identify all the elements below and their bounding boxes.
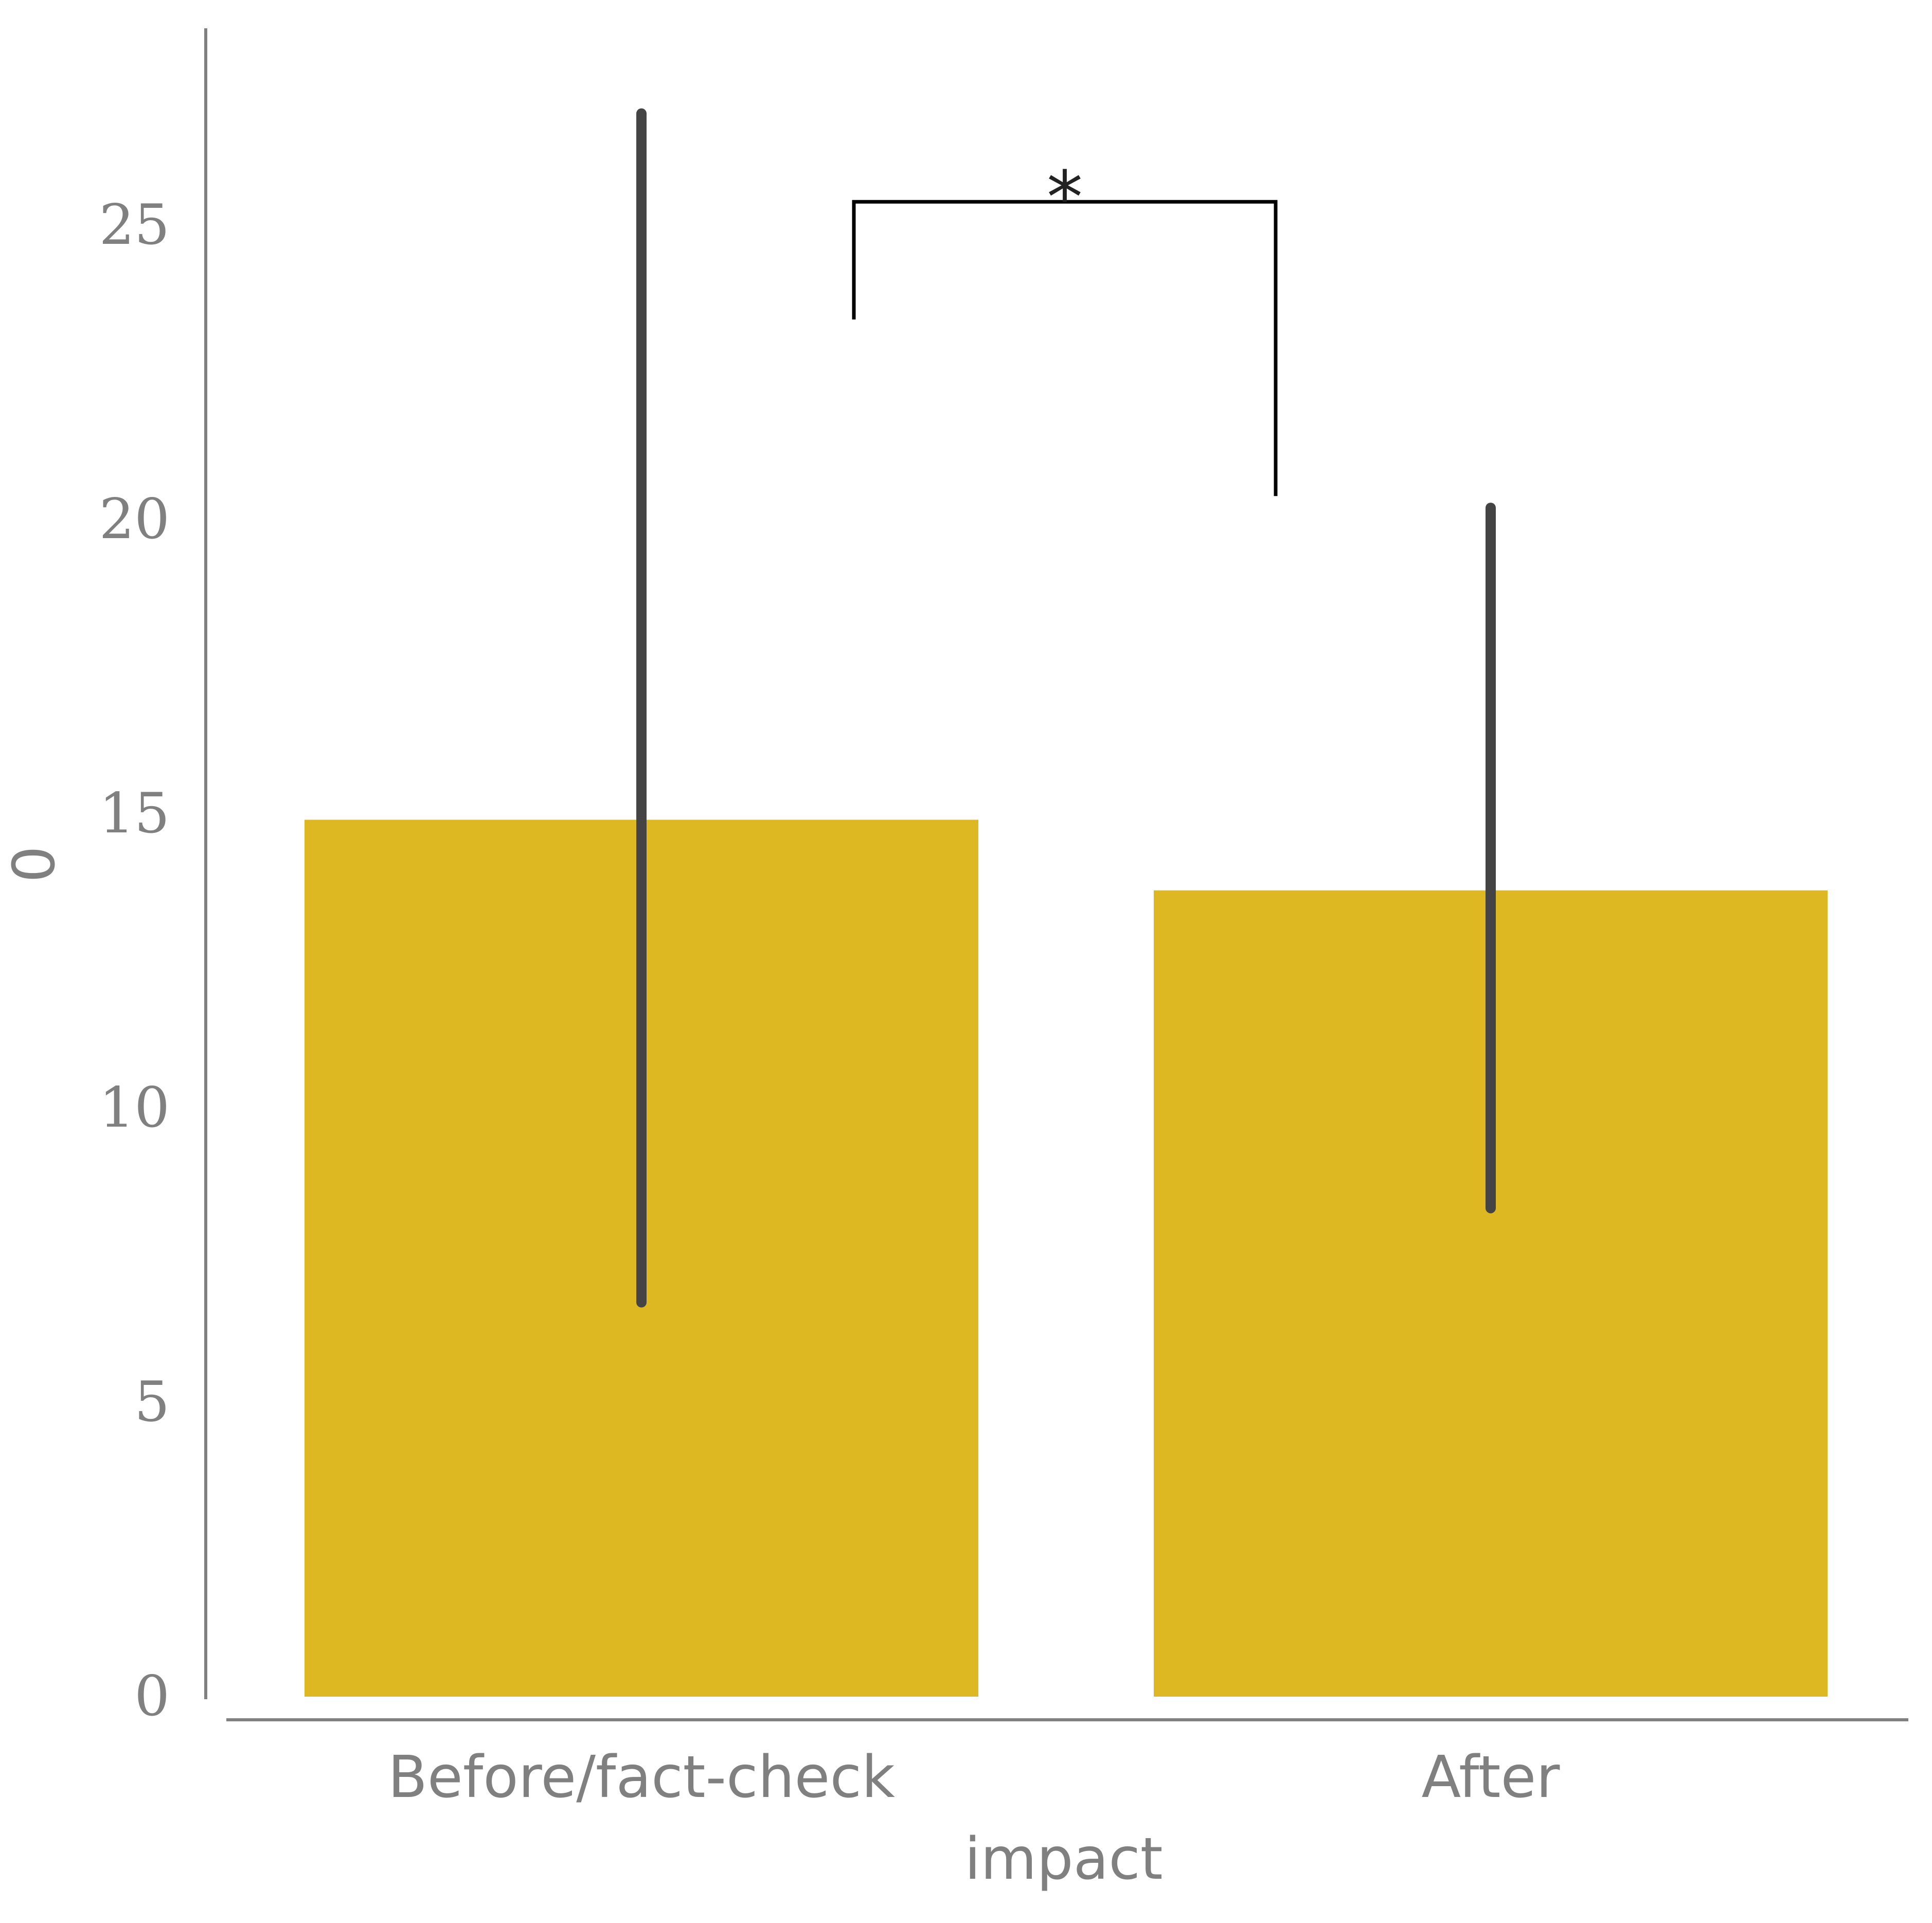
y-tick-label-4: 20 — [99, 487, 170, 551]
y-tick-label-5: 25 — [99, 193, 170, 257]
error-bars-group — [636, 108, 1496, 1308]
y-tick-label-3: 15 — [99, 781, 170, 846]
y-tick-label-1: 5 — [134, 1370, 170, 1434]
y-tick-labels: 0 5 10 15 20 25 — [99, 193, 170, 1729]
significance-star: * — [1047, 156, 1083, 240]
significance-bracket — [852, 200, 1278, 496]
y-axis-title: 0 — [1, 846, 68, 882]
y-tick-label-0: 0 — [134, 1664, 170, 1729]
significance-annotation: * — [852, 156, 1278, 496]
x-axis-title: impact — [964, 1826, 1162, 1893]
bars-group — [305, 820, 1828, 1697]
y-tick-label-2: 10 — [99, 1076, 170, 1140]
x-tick-label-0: Before/fact-check — [388, 1744, 895, 1811]
x-tick-labels: Before/fact-check After — [388, 1744, 1560, 1811]
x-tick-label-1: After — [1422, 1744, 1561, 1811]
